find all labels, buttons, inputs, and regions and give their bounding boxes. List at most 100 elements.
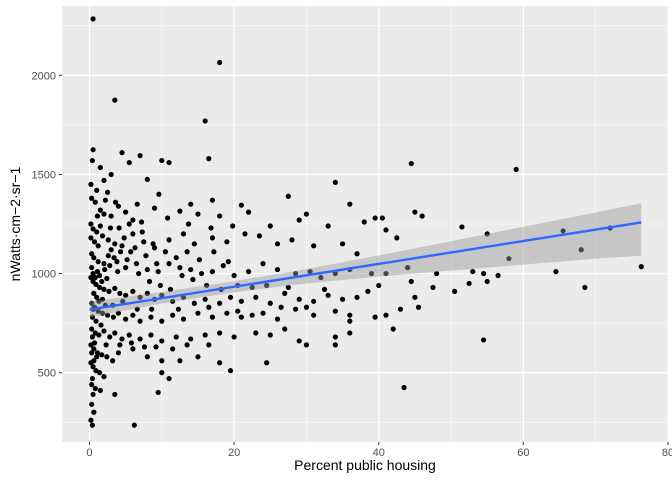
data-point xyxy=(91,358,97,364)
data-point xyxy=(104,354,110,360)
data-point xyxy=(159,157,165,164)
x-axis-title: Percent public housing xyxy=(294,457,436,473)
data-point xyxy=(296,296,302,302)
data-point xyxy=(495,272,501,279)
data-point xyxy=(412,209,418,215)
data-point xyxy=(412,294,418,300)
data-point xyxy=(332,179,338,185)
data-point xyxy=(274,241,281,247)
data-point xyxy=(195,310,201,316)
data-point xyxy=(97,284,103,291)
data-point xyxy=(217,213,223,219)
data-point xyxy=(274,316,281,322)
data-point xyxy=(126,159,132,166)
data-point xyxy=(137,336,143,342)
data-point xyxy=(119,243,125,249)
data-point xyxy=(149,306,155,312)
data-point xyxy=(91,340,98,346)
data-point xyxy=(198,270,205,277)
data-point xyxy=(430,284,436,291)
data-point xyxy=(267,332,273,338)
data-point xyxy=(130,312,136,318)
data-point xyxy=(151,245,158,251)
data-point xyxy=(117,342,123,348)
data-point xyxy=(155,268,161,275)
data-point xyxy=(204,282,210,289)
data-point xyxy=(89,375,95,382)
data-point xyxy=(89,401,95,407)
data-point xyxy=(134,306,140,312)
data-point xyxy=(249,284,255,291)
data-point xyxy=(209,197,216,203)
data-point xyxy=(138,219,145,225)
data-point xyxy=(419,213,425,219)
data-point xyxy=(484,278,490,285)
data-point xyxy=(89,422,95,428)
data-point xyxy=(96,332,102,338)
data-point xyxy=(325,292,331,298)
data-point xyxy=(139,229,145,235)
data-point xyxy=(95,243,101,249)
data-point xyxy=(97,223,103,229)
data-point xyxy=(274,266,281,273)
data-point xyxy=(97,207,103,213)
data-point xyxy=(141,344,148,350)
data-point xyxy=(126,332,132,338)
data-point xyxy=(354,251,360,257)
data-point xyxy=(94,213,101,219)
data-point xyxy=(415,304,422,310)
data-point xyxy=(296,338,302,344)
data-point xyxy=(144,266,150,273)
data-point xyxy=(97,272,103,279)
data-point xyxy=(137,318,143,324)
data-point xyxy=(401,384,407,391)
data-point xyxy=(88,221,94,227)
data-point xyxy=(166,159,172,166)
data-point xyxy=(108,247,114,253)
data-point xyxy=(188,201,194,207)
data-point xyxy=(170,346,176,352)
data-point xyxy=(238,202,244,208)
data-point xyxy=(148,332,154,338)
data-point xyxy=(155,389,161,396)
x-tick-label: 40 xyxy=(373,447,385,459)
data-point xyxy=(224,310,230,316)
data-point xyxy=(105,237,111,243)
data-point xyxy=(311,298,317,304)
data-point xyxy=(166,375,172,382)
data-point xyxy=(332,270,338,277)
data-point xyxy=(112,97,118,103)
data-point xyxy=(217,59,223,66)
data-point xyxy=(264,282,270,289)
data-point xyxy=(136,270,142,277)
data-point xyxy=(101,177,107,183)
data-point xyxy=(107,225,114,231)
data-point xyxy=(179,272,185,279)
data-point xyxy=(173,255,179,261)
trend-line xyxy=(89,221,642,311)
data-point xyxy=(144,176,150,183)
data-point xyxy=(123,316,129,322)
data-point xyxy=(112,391,118,398)
data-point xyxy=(191,300,197,306)
data-point xyxy=(253,294,259,300)
data-point xyxy=(114,259,120,265)
data-point xyxy=(151,205,158,211)
data-point xyxy=(405,265,411,271)
data-point xyxy=(390,326,396,332)
data-point xyxy=(153,344,159,350)
data-point xyxy=(560,228,566,234)
data-point xyxy=(99,352,105,358)
y-axis-ticks: 500 1000 1500 2000 xyxy=(32,70,62,380)
data-point xyxy=(170,312,176,318)
data-point xyxy=(264,360,270,366)
data-point xyxy=(89,381,95,388)
data-point xyxy=(506,256,512,262)
data-point xyxy=(101,211,107,217)
data-point xyxy=(249,312,255,318)
data-point xyxy=(220,263,226,269)
data-point xyxy=(107,263,113,269)
data-point xyxy=(347,312,353,318)
data-point xyxy=(92,199,98,205)
data-point xyxy=(106,288,112,294)
